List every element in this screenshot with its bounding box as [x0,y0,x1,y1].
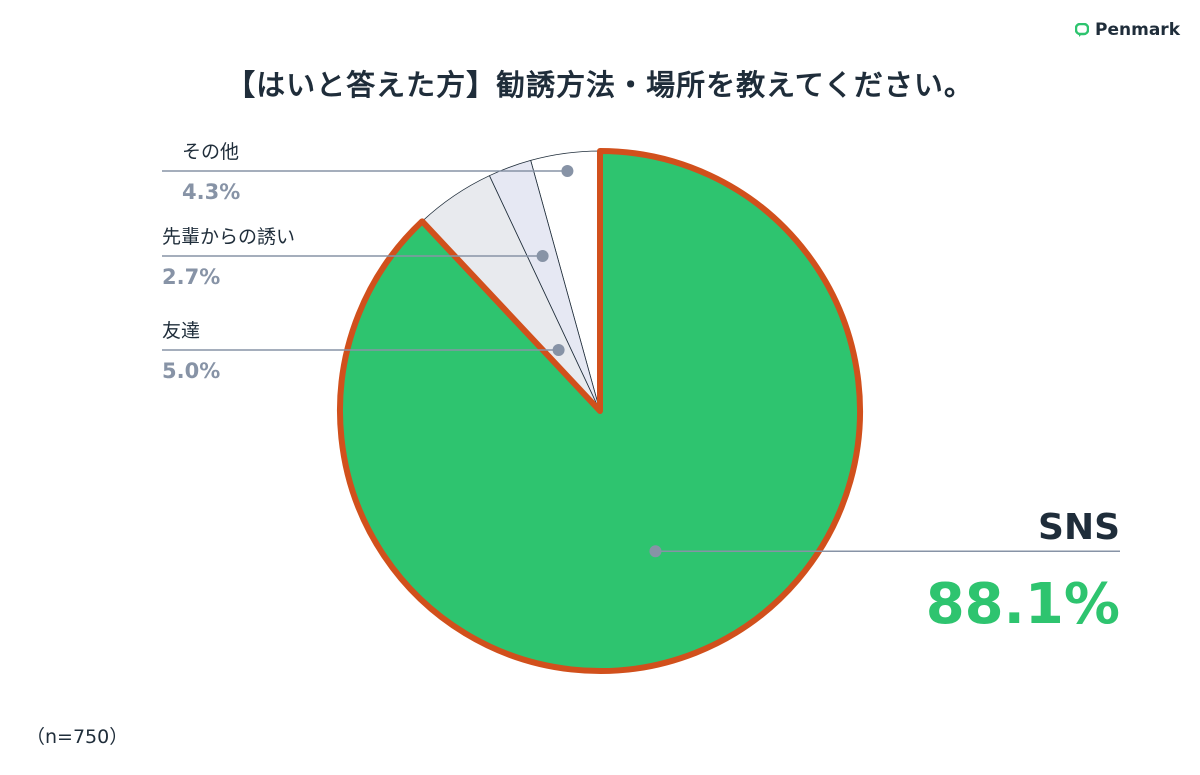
label-name-slice-2: 先輩からの誘い [162,226,295,248]
pie-slice-sns [337,148,863,674]
label-name-slice-3: その他 [182,141,239,163]
leader-dot-slice-1 [552,344,565,356]
speech-bubble-icon [1075,23,1090,37]
brand-logo: Penmark [1075,20,1180,40]
label-name-slice-1: 友達 [162,320,200,342]
pie-slices [337,148,863,674]
leader-dot-slice-2 [536,250,549,262]
leader-dot-slice-3 [561,165,574,177]
leader-dot-sns [649,545,662,558]
label-pct-sns: 88.1% [926,572,1120,637]
label-name-sns: SNS [1038,507,1120,548]
pie-labels: SNS 88.1% その他 4.3% 先輩からの誘い 2.7% 友達 5.0% [162,141,1120,637]
label-pct-slice-3: 4.3% [182,180,240,204]
label-pct-slice-1: 5.0% [162,359,220,383]
chart-title: 【はいと答えた方】勧誘方法・場所を教えてください。 [226,68,974,102]
brand-name: Penmark [1095,20,1180,40]
label-pct-slice-2: 2.7% [162,265,220,289]
sample-size-note: （n=750） [26,726,129,748]
